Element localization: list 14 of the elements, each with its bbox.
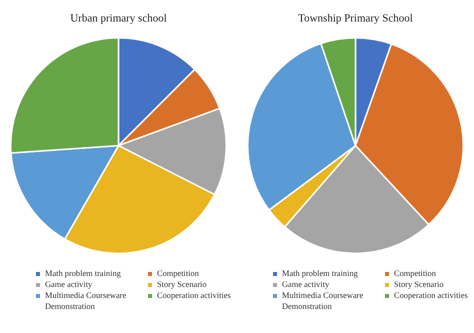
legend-label: Game activity [45, 279, 92, 290]
legend-label: Competition [157, 268, 199, 279]
legend-label: Multimedia Courseware Demonstration [45, 290, 128, 312]
legend-label: Story Scenario [157, 279, 207, 290]
legend-label: Story Scenario [394, 279, 444, 290]
legend-label: Game activity [282, 279, 330, 290]
legend-label: Competition [394, 268, 436, 279]
legend-label: Cooperation activities [394, 290, 468, 301]
chart-title: Urban primary school [70, 12, 167, 24]
legend-label: Math problem training [282, 268, 358, 279]
legend-label: Math problem training [45, 268, 121, 279]
legend-label: Multimedia Courseware Demonstration [282, 290, 364, 312]
legend-label: Cooperation activities [157, 290, 231, 301]
chart-title: Township Primary School [298, 12, 413, 24]
